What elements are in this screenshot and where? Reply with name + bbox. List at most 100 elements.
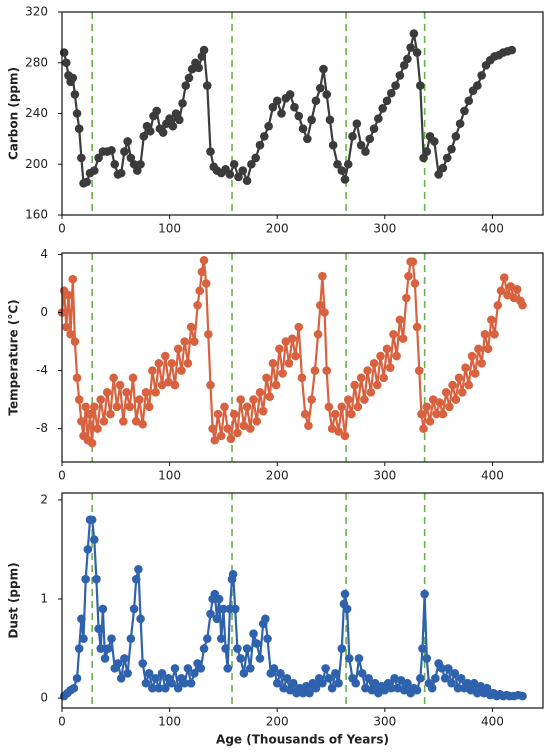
data-point [324,402,334,412]
data-point [261,614,270,624]
data-point [174,115,184,125]
data-point [342,604,352,614]
data-point [432,409,441,419]
data-point [422,402,432,412]
data-point [307,115,316,125]
y-tick-label: 4 [40,247,48,261]
data-point [327,424,337,433]
data-point [290,102,299,112]
data-point [337,166,347,175]
data-point [184,73,194,83]
data-point [347,409,356,419]
data-point [417,409,426,419]
y-tick-label: 1 [40,592,48,606]
data-point [348,132,357,141]
data-point [467,351,477,361]
data-point [135,395,144,404]
data-point [87,515,97,525]
data-point [151,388,160,397]
data-point [201,279,211,288]
data-point [100,654,110,663]
data-point [483,344,493,354]
data-point [379,373,389,383]
data-point [275,344,284,354]
x-tick-label: 200 [266,469,289,483]
data-point [110,159,120,169]
data-point [129,159,139,169]
data-point [437,664,447,673]
data-point [442,153,452,163]
data-point [396,675,406,685]
data-point [506,282,516,291]
data-point [202,81,212,90]
data-point [451,132,461,141]
data-point [173,683,183,693]
data-point [474,344,483,354]
x-tick-label: 400 [481,469,504,483]
data-point [262,373,271,383]
data-point [297,373,307,383]
data-point [310,366,320,375]
data-point [408,257,418,267]
data-point [366,388,376,397]
x-tick-label: 100 [158,469,181,483]
data-point [68,73,78,83]
x-tick-label: 400 [481,222,504,236]
y-axis-title: Dust (ppm) [7,562,21,638]
data-point [89,166,99,175]
data-point [331,409,340,419]
data-point [128,373,138,383]
data-point [372,380,382,390]
data-point [70,337,80,346]
data-point [334,678,343,688]
data-point [77,153,86,163]
plot-frame [61,252,544,463]
data-point [350,380,359,390]
data-point [325,115,335,125]
data-point [126,153,136,163]
data-point [357,669,367,678]
data-point [431,673,440,683]
data-point [418,644,427,653]
data-point [246,424,255,433]
data-point [412,685,422,695]
data-point [165,114,174,123]
data-point [123,137,132,146]
data-point [125,402,135,412]
data-point [448,380,457,390]
data-point [389,329,398,339]
data-point [129,604,139,614]
data-point [190,337,199,346]
x-tick-label: 300 [373,715,396,729]
data-point [277,109,286,118]
data-point [420,589,429,599]
data-point [107,634,116,643]
x-tick-label: 0 [58,469,66,483]
data-point [171,109,181,118]
data-point [119,417,128,426]
data-point [269,664,279,673]
data-point [96,395,106,404]
data-point [313,329,323,339]
data-point [220,402,229,412]
data-point [70,90,80,99]
data-point [428,395,438,404]
data-point [327,683,337,693]
x-tick-label: 400 [481,715,504,729]
data-point [333,159,342,169]
data-point [264,121,273,131]
data-point [477,359,486,368]
data-point [226,434,236,444]
data-point [294,322,304,332]
data-point [59,48,69,57]
plot-frame [61,492,544,709]
data-point [234,172,243,182]
data-point [126,634,136,643]
data-point [430,137,439,146]
data-point [315,300,325,310]
data-point [112,402,122,412]
y-tick-label: 2 [40,492,48,506]
data-point [386,683,396,693]
plot-frame [61,11,544,216]
data-point [454,373,464,383]
